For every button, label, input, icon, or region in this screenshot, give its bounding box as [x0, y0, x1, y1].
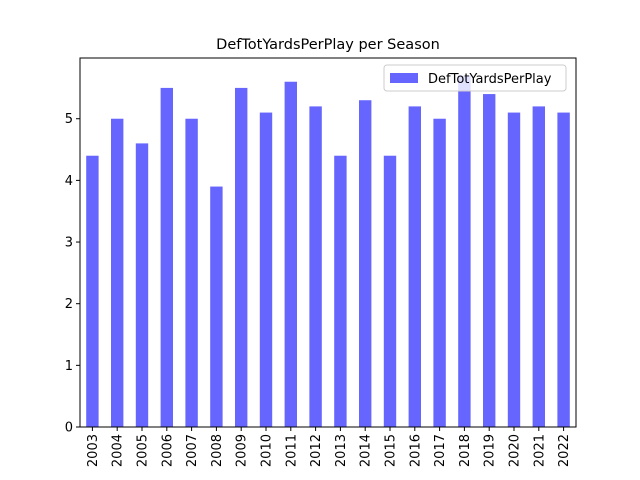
x-tick-label: 2012	[309, 434, 324, 467]
x-tick-label: 2006	[160, 434, 175, 467]
bar	[309, 106, 322, 427]
x-tick-label: 2008	[210, 434, 225, 467]
bar	[259, 112, 273, 428]
bar	[235, 87, 248, 427]
legend-swatch	[390, 73, 418, 83]
bar	[135, 143, 149, 427]
y-tick-label: 4	[65, 174, 73, 189]
chart-title: DefTotYardsPerPlay per Season	[216, 37, 440, 53]
bar	[483, 94, 496, 427]
x-tick-label: 2020	[508, 434, 523, 467]
x-tick-label: 2017	[433, 434, 448, 467]
y-tick-label: 0	[65, 421, 73, 436]
bar	[532, 106, 545, 427]
x-tick-label: 2014	[359, 434, 374, 467]
y-tick-label: 2	[65, 297, 73, 312]
x-tick-label: 2022	[557, 434, 572, 467]
bar	[507, 112, 521, 428]
bar	[408, 106, 421, 427]
bar	[433, 118, 446, 428]
x-tick-label: 2021	[532, 434, 547, 467]
x-tick-label: 2011	[284, 434, 299, 467]
legend-label: DefTotYardsPerPlay	[428, 72, 552, 87]
x-tick-label: 2009	[235, 434, 250, 467]
bar	[557, 112, 570, 428]
bar	[458, 75, 471, 428]
bar	[383, 155, 397, 427]
x-tick-label: 2018	[458, 434, 473, 467]
legend-box	[383, 64, 567, 92]
bar	[111, 118, 124, 428]
bar	[86, 155, 99, 427]
x-tick-label: 2010	[260, 434, 275, 467]
y-tick-label: 5	[65, 112, 73, 127]
bar	[334, 155, 347, 427]
x-tick-label: 2013	[334, 434, 349, 467]
bar	[160, 87, 173, 427]
bar	[210, 186, 223, 427]
x-tick-label: 2004	[111, 434, 126, 467]
x-tick-label: 2003	[86, 434, 101, 467]
x-tick-label: 2019	[483, 434, 498, 467]
plot-frame	[79, 57, 577, 428]
x-tick-label: 2016	[408, 434, 423, 467]
bar	[185, 118, 198, 428]
x-tick-label: 2015	[384, 434, 399, 467]
x-tick-label: 2007	[185, 434, 200, 467]
bar	[284, 81, 297, 427]
y-tick-label: 3	[65, 236, 73, 251]
bar	[359, 100, 372, 427]
y-tick-label: 1	[65, 359, 73, 374]
x-tick-label: 2005	[136, 434, 151, 467]
